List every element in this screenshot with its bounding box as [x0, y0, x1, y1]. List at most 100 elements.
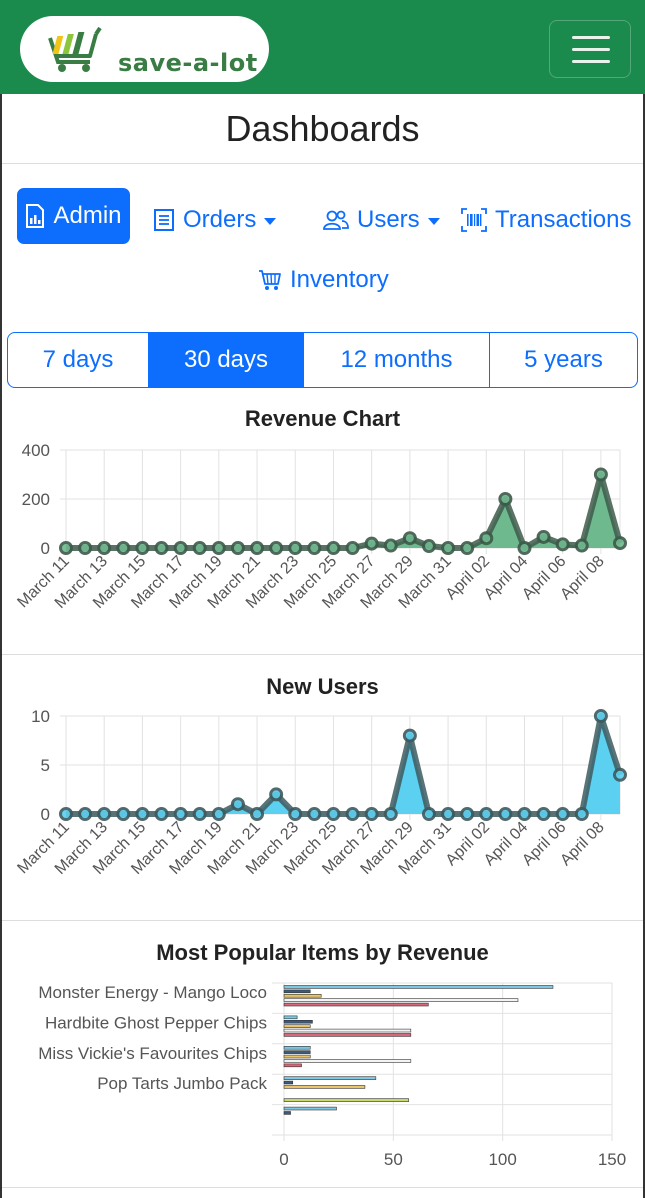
- popular-items-chart-title: Most Popular Items by Revenue: [156, 940, 489, 965]
- data-point: [517, 807, 532, 821]
- bar: [283, 1002, 429, 1007]
- bar: [283, 1050, 311, 1054]
- chevron-down-icon: [427, 217, 440, 225]
- data-point: [613, 767, 627, 782]
- data-point: [59, 807, 73, 821]
- data-point: [383, 538, 398, 553]
- people-icon: [323, 210, 349, 230]
- data-point: [574, 538, 589, 553]
- popular-items-chart: 0 50 100 150 Monster Energy - Mango Loco Hard…: [38, 982, 626, 1169]
- data-point: [613, 536, 627, 551]
- data-point: [593, 709, 608, 723]
- bar: [283, 1054, 311, 1059]
- bar: [283, 993, 322, 998]
- page-title: Dashboards: [225, 108, 420, 149]
- bar: [283, 1080, 294, 1085]
- top-navbar: save-a-lot: [0, 0, 645, 94]
- data-point: [402, 728, 417, 743]
- hamburger-icon: [572, 36, 610, 39]
- y-tick-label: 10: [31, 707, 50, 726]
- nav-inventory-label: Inventory: [290, 266, 389, 293]
- y-tick-label: 5: [41, 756, 50, 775]
- y-tick-label: 400: [22, 441, 50, 460]
- data-point: [116, 807, 131, 821]
- data-point: [498, 807, 513, 821]
- bar: [283, 985, 554, 989]
- bar: [283, 1024, 311, 1028]
- y-category-label: Monster Energy - Mango Loco: [38, 983, 267, 1002]
- data-point: [307, 541, 322, 555]
- y-category-label: Pop Tarts Jumbo Pack: [97, 1074, 267, 1093]
- x-tick-label: 0: [279, 1150, 288, 1169]
- data-point: [364, 807, 379, 821]
- nav-orders-label: Orders: [183, 206, 257, 233]
- data-point: [383, 807, 398, 821]
- divider: [2, 163, 643, 164]
- y-category-label: Hardbite Ghost Pepper Chips: [45, 1013, 267, 1032]
- data-point: [135, 541, 150, 555]
- data-point: [211, 541, 226, 555]
- bar: [283, 1059, 412, 1063]
- data-point: [460, 541, 475, 555]
- brand-name: save-a-lot: [118, 49, 258, 77]
- range-7-days[interactable]: 7 days: [8, 333, 149, 387]
- data-point: [517, 541, 532, 555]
- divider: [2, 654, 643, 655]
- data-point: [173, 541, 188, 555]
- data-point: [536, 807, 551, 821]
- data-point: [345, 807, 360, 821]
- data-point: [460, 807, 475, 821]
- range-30-days[interactable]: 30 days: [149, 333, 304, 387]
- revenue-chart-title: Revenue Chart: [244, 406, 401, 431]
- range-5-years[interactable]: 5 years: [524, 346, 603, 373]
- brand-logo[interactable]: save-a-lot: [20, 16, 269, 82]
- x-tick-label: 100: [488, 1150, 516, 1169]
- data-point: [97, 807, 112, 821]
- bar: [283, 1085, 366, 1089]
- data-point: [154, 807, 169, 821]
- shopping-cart-icon: [259, 270, 281, 290]
- data-point: [479, 531, 494, 546]
- data-point: [326, 807, 341, 821]
- data-point: [97, 541, 112, 555]
- chevron-down-icon: [264, 217, 277, 225]
- data-point: [326, 541, 341, 555]
- bar: [283, 1106, 337, 1111]
- data-point: [555, 807, 570, 821]
- data-point: [116, 541, 131, 555]
- data-point: [78, 807, 93, 821]
- nav-admin[interactable]: Admin: [17, 188, 130, 244]
- bar: [283, 998, 519, 1002]
- range-selector: 7 days 30 days 12 months 5 years: [7, 332, 638, 388]
- y-tick-label: 0: [41, 805, 50, 824]
- nav-users[interactable]: Users: [323, 192, 440, 248]
- bar: [283, 1076, 377, 1080]
- bar: [283, 1019, 313, 1024]
- data-point: [250, 541, 265, 555]
- nav-orders[interactable]: Orders: [153, 192, 277, 248]
- data-point: [421, 807, 436, 821]
- data-point: [307, 807, 322, 821]
- data-point: [78, 541, 93, 555]
- bar: [283, 1033, 412, 1037]
- divider: [2, 920, 643, 921]
- data-point: [154, 541, 169, 555]
- y-tick-label: 0: [41, 539, 50, 558]
- bar: [283, 1028, 412, 1033]
- data-point: [402, 531, 417, 546]
- data-point: [536, 529, 551, 544]
- nav-users-label: Users: [357, 206, 420, 233]
- bar: [283, 1111, 291, 1115]
- data-point: [364, 536, 379, 551]
- nav-inventory[interactable]: Inventory: [258, 252, 389, 308]
- y-tick-label: 200: [22, 490, 50, 509]
- range-12-months[interactable]: 12 months: [304, 333, 490, 387]
- menu-toggle-button[interactable]: [549, 20, 631, 78]
- data-point: [230, 541, 245, 555]
- data-point: [269, 787, 284, 802]
- data-point: [59, 541, 73, 555]
- nav-transactions[interactable]: Transactions: [461, 192, 632, 248]
- data-point: [288, 807, 303, 821]
- cart-logo-icon: [48, 26, 102, 72]
